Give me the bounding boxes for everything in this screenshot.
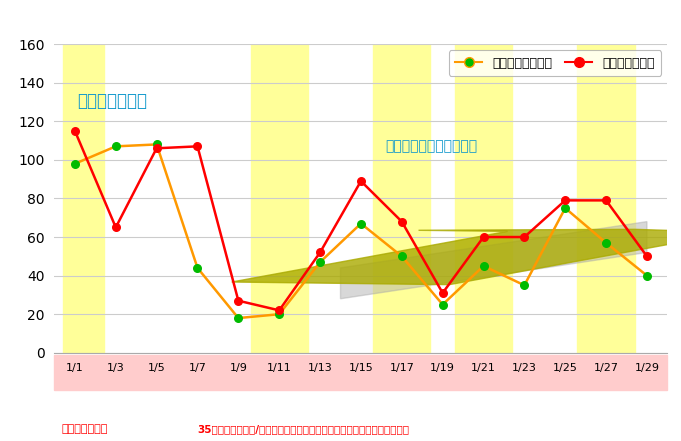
Bar: [373, 44, 430, 353]
Bar: [455, 44, 512, 353]
Point: [519, 233, 530, 240]
Point: [151, 141, 162, 148]
Point: [192, 143, 203, 150]
Text: 後半に向けて徐々に混雑: 後半に向けて徐々に混雑: [385, 139, 477, 153]
Text: お正月のピーク: お正月のピーク: [77, 92, 147, 110]
FancyArrow shape: [232, 229, 681, 284]
Point: [151, 145, 162, 152]
Polygon shape: [340, 221, 647, 299]
Bar: [577, 44, 635, 353]
Point: [396, 253, 407, 260]
Point: [69, 127, 80, 135]
Legend: ディズニーランド, ディズニーシー: ディズニーランド, ディズニーシー: [449, 50, 661, 76]
Point: [69, 160, 80, 167]
Point: [437, 289, 448, 296]
Point: [601, 239, 612, 247]
Point: [478, 233, 489, 240]
Bar: [251, 44, 308, 353]
Bar: [63, 44, 104, 353]
Point: [355, 220, 366, 227]
Point: [478, 262, 489, 269]
Point: [110, 143, 121, 150]
Point: [560, 205, 571, 212]
Text: 35周年（ランド）/ピクサープレイタイム・ダッフィーイベント（シー）: 35周年（ランド）/ピクサープレイタイム・ダッフィーイベント（シー）: [197, 424, 409, 434]
Point: [519, 282, 530, 289]
Text: お正月イベント: お正月イベント: [61, 424, 108, 434]
Point: [396, 218, 407, 225]
Point: [642, 253, 652, 260]
Point: [315, 249, 326, 256]
Point: [274, 310, 285, 318]
Point: [560, 197, 571, 204]
Point: [601, 197, 612, 204]
Point: [192, 264, 203, 271]
Point: [642, 272, 652, 279]
Point: [274, 307, 285, 314]
Point: [233, 297, 244, 304]
Point: [110, 224, 121, 231]
Point: [315, 258, 326, 265]
Point: [355, 178, 366, 185]
Point: [233, 314, 244, 321]
Point: [437, 301, 448, 308]
